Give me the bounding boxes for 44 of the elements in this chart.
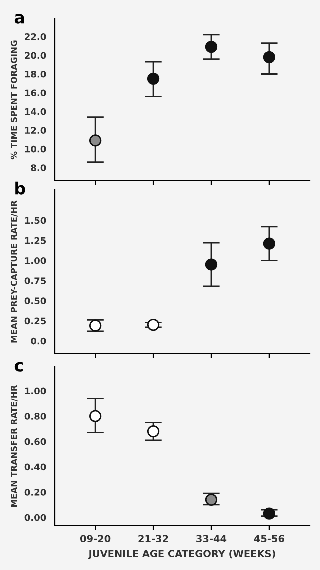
- point: [147, 72, 160, 86]
- x-axis-title: JUVENILE AGE CATEGORY (WEEKS): [88, 550, 276, 560]
- point: [89, 134, 102, 147]
- chart-title: c: [14, 362, 23, 372]
- point: [263, 51, 276, 64]
- point: [263, 508, 276, 520]
- y-tick-label: 18.0: [25, 70, 46, 78]
- point: [89, 320, 102, 332]
- point: [205, 41, 218, 54]
- y-tick-label: 0.20: [24, 489, 46, 496]
- point: [89, 410, 102, 422]
- y-tick-label: 22.0: [25, 34, 46, 40]
- point: [147, 318, 160, 332]
- chart-title: a: [14, 14, 24, 24]
- y-tick-label: 20.0: [25, 52, 46, 60]
- y-tick-label: 0.75: [24, 278, 46, 284]
- y-tick-label: 10.0: [25, 146, 46, 153]
- y-tick-label: 8.0: [31, 164, 46, 172]
- y-tick-label: 14.0: [25, 108, 46, 116]
- point: [147, 425, 160, 438]
- y-tick-label: 0.60: [24, 438, 46, 446]
- point: [205, 494, 218, 506]
- y-tick-label: 12.0: [25, 127, 46, 134]
- y-tick-label: 0.50: [24, 298, 46, 304]
- y-tick-label: 1.00: [25, 388, 46, 395]
- y-tick-label: 1.25: [25, 237, 46, 244]
- y-tick-label: 0.00: [24, 514, 46, 522]
- y-axis-title: MEAN TRANSFER RATE/HR: [10, 385, 18, 508]
- x-tick-label: 09-20: [80, 535, 111, 543]
- x-tick-label: 21-32: [138, 535, 168, 543]
- y-axis-title: % TIME SPENT FORAGING: [10, 40, 18, 160]
- x-tick-label: 45-56: [254, 535, 284, 543]
- y-axis-title: MEAN PREY-CAPTURE RATE/HR: [10, 200, 18, 343]
- y-tick-label: 1.00: [25, 257, 46, 264]
- y-tick-label: 0.25: [24, 318, 46, 325]
- y-tick-label: 16.0: [25, 90, 46, 97]
- y-tick-label: 0.80: [24, 413, 46, 420]
- point: [263, 238, 276, 250]
- y-tick-label: 0.40: [24, 464, 46, 471]
- y-tick-label: 1.50: [25, 217, 46, 224]
- x-tick-label: 33-44: [196, 535, 227, 543]
- chart-title: b: [16, 182, 26, 195]
- y-tick-label: 0.0: [31, 338, 46, 345]
- point: [205, 258, 218, 271]
